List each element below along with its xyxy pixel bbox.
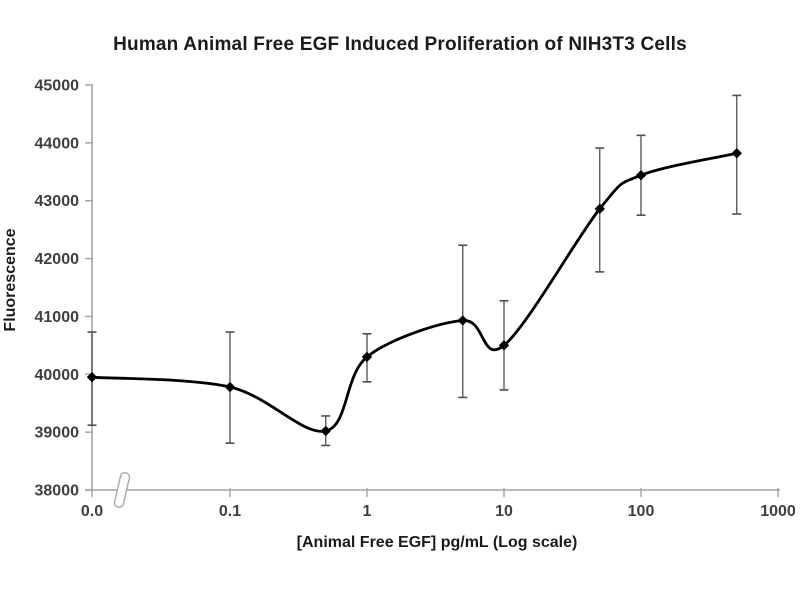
x-tick-label: 10 [495, 503, 513, 520]
y-tick-label: 38000 [35, 483, 80, 500]
data-point-marker [86, 371, 98, 383]
x-axis-title: [Animal Free EGF] pg/mL (Log scale) [296, 534, 578, 551]
y-tick-label: 39000 [35, 425, 80, 442]
y-tick-label: 41000 [35, 309, 80, 326]
data-point-marker [224, 381, 236, 393]
y-tick-label: 45000 [35, 78, 80, 95]
y-tick-label: 44000 [35, 135, 80, 152]
x-tick-label: 1000 [760, 503, 796, 520]
x-tick-label: 0.0 [81, 503, 103, 520]
data-point-marker [594, 203, 605, 215]
y-tick-label: 43000 [35, 193, 80, 210]
data-point-marker [320, 425, 331, 437]
data-point-marker [498, 340, 510, 351]
data-point-marker [731, 148, 742, 159]
y-axis-title: Fluorescence [2, 228, 19, 332]
series-line [90, 151, 739, 433]
x-tick-label: 0.1 [219, 503, 241, 520]
y-tick-label: 42000 [35, 251, 80, 268]
data-point-marker [635, 170, 647, 181]
data-point-marker [361, 351, 373, 363]
data-point-marker [457, 315, 468, 326]
x-tick-label: 100 [628, 503, 655, 520]
y-tick-label: 40000 [35, 367, 80, 384]
x-tick-label: 1 [363, 503, 372, 520]
chart-title: Human Animal Free EGF Induced Proliferat… [113, 34, 687, 55]
axis-break-icon [113, 471, 131, 509]
